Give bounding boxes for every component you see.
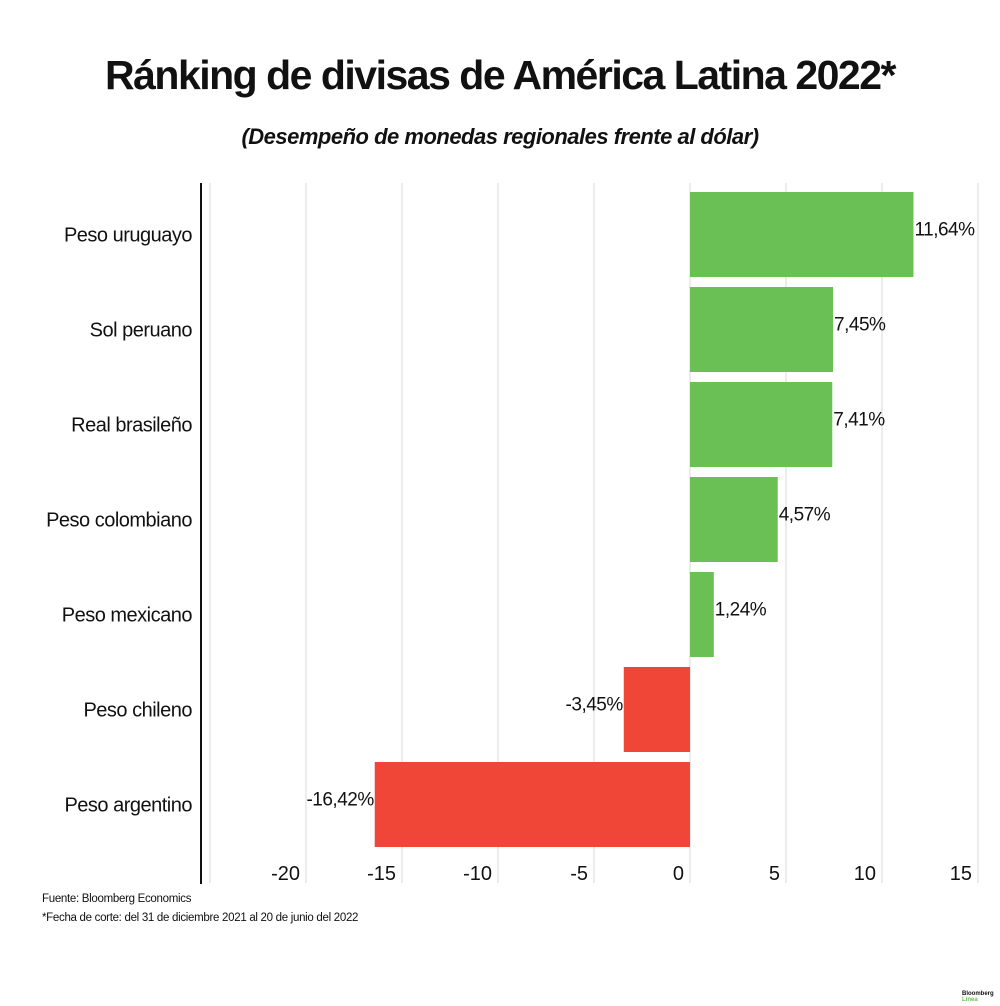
x-tick-label: -5 [570,863,588,885]
bar [690,382,833,467]
bar [374,762,690,847]
data-label: 11,64% [914,220,975,241]
bar [690,192,914,277]
bar [690,572,714,657]
source-note: Fuente: Bloomberg Economics [42,893,192,905]
category-label: Real brasileño [71,415,192,437]
chart-title: Ránking de divisas de América Latina 202… [104,52,897,98]
x-tick-label: -10 [463,863,492,885]
x-tick-label: -15 [367,863,396,885]
x-tick-label: 0 [673,863,684,885]
category-label: Peso mexicano [62,605,193,627]
data-label: 7,41% [833,410,885,431]
bar [690,477,778,562]
data-label: -3,45% [566,695,624,716]
bar [623,667,690,752]
category-label: Peso uruguayo [64,225,192,247]
category-label: Sol peruano [90,320,193,342]
category-label: Peso chileno [83,700,192,722]
x-tick-label: 5 [769,863,780,885]
x-tick-label: 10 [854,863,876,885]
category-label: Peso colombiano [46,510,192,532]
category-label: Peso argentino [64,795,192,817]
data-label: 7,45% [834,315,886,336]
x-tick-label: 15 [950,863,972,885]
chart-subtitle: (Desempeño de monedas regionales frente … [241,124,759,149]
date-note: *Fecha de corte: del 31 de diciembre 202… [42,912,359,924]
bloomberg-linea-logo: Bloomberg Línea [962,991,994,1003]
data-label: 1,24% [715,600,767,621]
bar [690,287,834,372]
x-tick-label: -20 [271,863,300,885]
data-label: -16,42% [306,790,374,811]
data-label: 4,57% [779,505,831,526]
